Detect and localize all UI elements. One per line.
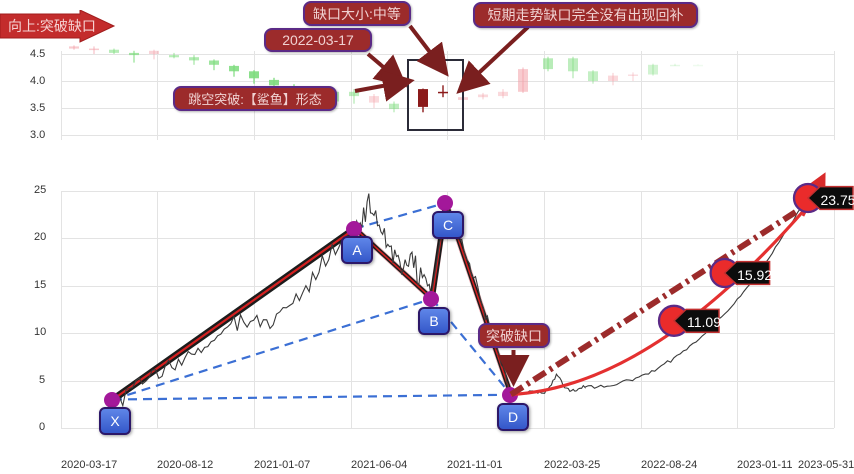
svg-text:向上:突破缺口: 向上:突破缺口 [8,18,96,34]
